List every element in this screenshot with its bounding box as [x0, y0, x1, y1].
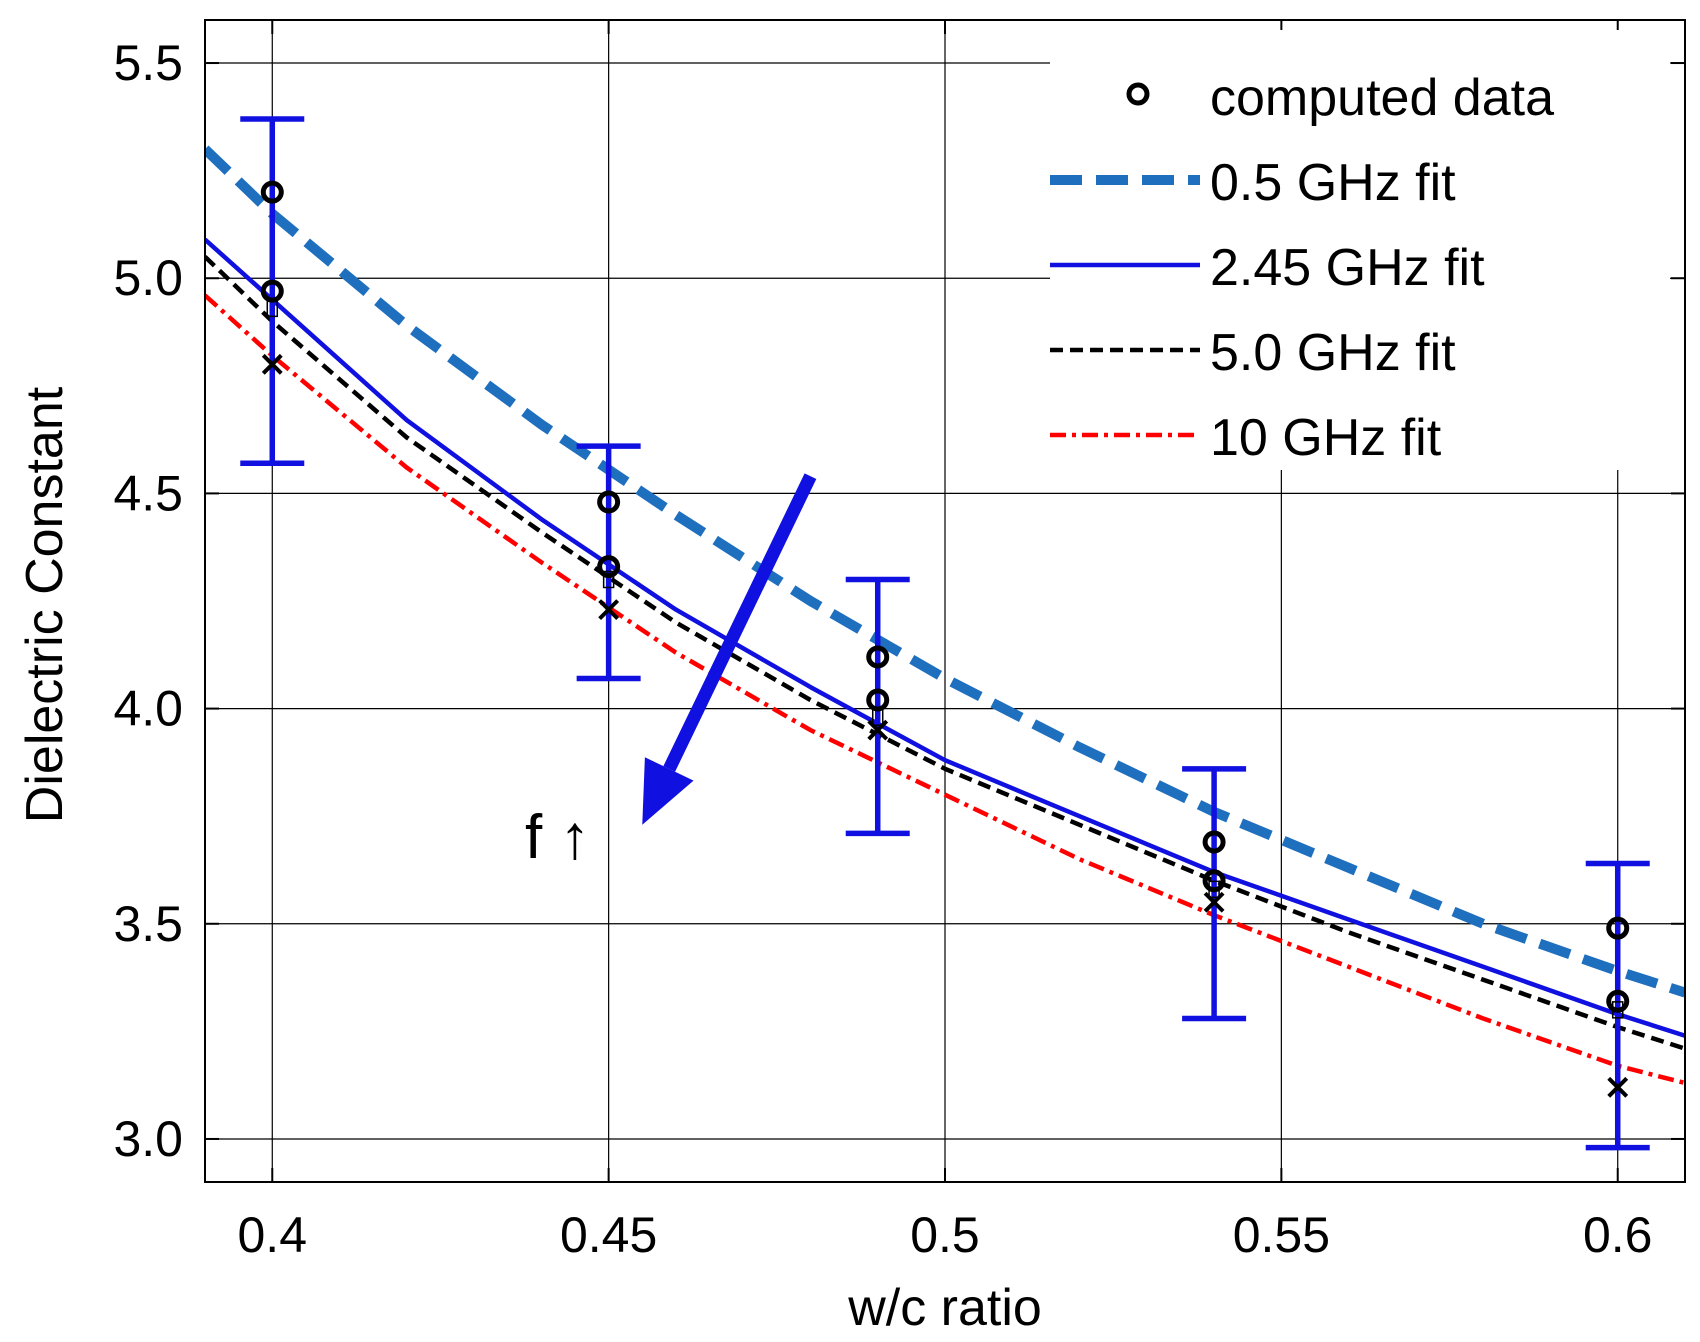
x-tick-label: 0.4	[238, 1207, 308, 1263]
frequency-arrow-annotation: f ↑	[525, 473, 817, 872]
legend-label-0-5ghz: 0.5 GHz fit	[1210, 154, 1456, 212]
computed-point-x-b	[598, 599, 620, 621]
x-axis-label: w/c ratio	[847, 1279, 1042, 1337]
legend-label-10ghz: 10 GHz fit	[1210, 409, 1442, 467]
legend-label-5-0ghz: 5.0 GHz fit	[1210, 324, 1456, 382]
computed-point-square	[266, 299, 279, 318]
computed-point-circle	[597, 555, 621, 579]
error-bars	[240, 116, 1650, 1151]
computed-point-square	[602, 570, 615, 589]
legend: computed data 0.5 GHz fit 2.45 GHz fit 5…	[1050, 30, 1670, 470]
annotation-arrow-head	[642, 757, 694, 825]
x-tick-label: 0.6	[1583, 1207, 1653, 1263]
y-tick-labels: 3.0 3.5 4.0 4.5 5.0 5.5	[113, 35, 183, 1167]
fit-curve-3	[205, 293, 1685, 1086]
fit-curve-2	[205, 255, 1685, 1051]
y-tick-label: 3.5	[113, 896, 183, 952]
computed-point-circle	[597, 490, 621, 514]
computed-point-square	[1208, 880, 1220, 899]
x-tick-label: 0.5	[910, 1207, 980, 1263]
y-tick-label: 3.0	[113, 1111, 183, 1167]
y-axis-label: Dielectric Constant	[16, 386, 74, 823]
computed-point-x-b	[867, 719, 889, 741]
y-tick-label: 5.5	[113, 35, 183, 91]
legend-marker-computed	[1126, 82, 1150, 106]
computed-point-circle	[1202, 830, 1226, 854]
computed-point-square	[871, 708, 884, 726]
legend-label-computed: computed data	[1210, 69, 1554, 127]
computed-point-x-b	[261, 353, 283, 375]
computed-point-x-b	[1607, 1076, 1629, 1098]
annotation-arrow-shaft	[663, 473, 817, 772]
x-tick-label: 0.45	[560, 1207, 657, 1263]
computed-point-circle	[1606, 916, 1630, 940]
computed-point-circle	[260, 180, 284, 204]
annotation-label: f ↑	[525, 803, 590, 872]
fit-curves	[205, 145, 1685, 1086]
fit-curve-1	[205, 237, 1685, 1038]
legend-box	[1050, 30, 1670, 470]
computed-points	[260, 180, 1630, 1098]
computed-point-square	[1611, 1001, 1624, 1019]
y-tick-label: 4.5	[113, 465, 183, 521]
legend-label-2-45ghz: 2.45 GHz fit	[1210, 239, 1485, 297]
y-tick-label: 4.0	[113, 681, 183, 737]
plot-frame	[204, 19, 1686, 1183]
x-tick-labels: 0.4 0.45 0.5 0.55 0.6	[238, 1207, 1653, 1263]
computed-point-circle	[1606, 989, 1630, 1013]
x-tick-label: 0.55	[1233, 1207, 1330, 1263]
computed-point-circle	[866, 645, 890, 669]
computed-point-x-b	[1203, 891, 1225, 913]
computed-point-circle	[1202, 869, 1226, 893]
y-tick-label: 5.0	[113, 250, 183, 306]
